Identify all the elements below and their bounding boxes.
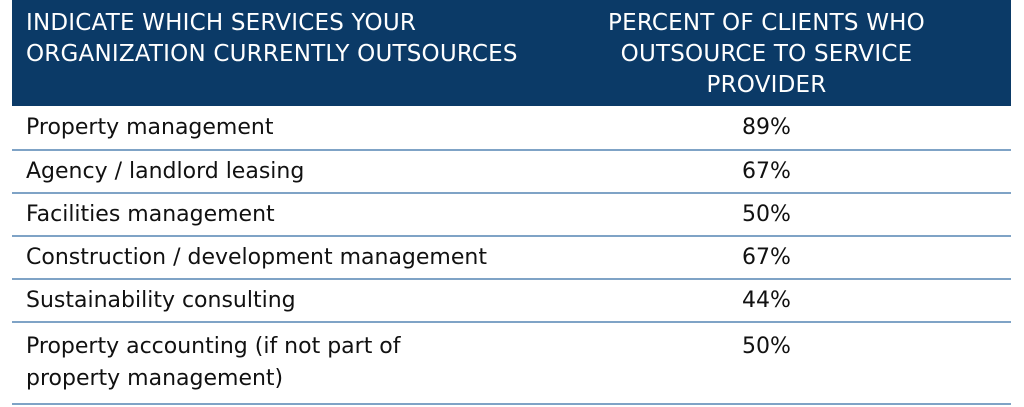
table-row: Construction / development management 67… [12, 237, 1011, 280]
percent-value: 50% [742, 202, 791, 227]
table-header: INDICATE WHICH SERVICES YOUR ORGANIZATIO… [12, 0, 1011, 106]
percent-value: 44% [742, 288, 791, 313]
table-row: Agency / landlord leasing 67% [12, 151, 1011, 194]
services-table: INDICATE WHICH SERVICES YOUR ORGANIZATIO… [12, 0, 1011, 405]
service-label: Property management [26, 115, 274, 140]
header-percent-column: PERCENT OF CLIENTS WHO OUTSOURCE TO SERV… [608, 10, 925, 98]
table-row: Property accounting (if not part of prop… [12, 323, 1011, 405]
service-label: Agency / landlord leasing [26, 159, 305, 184]
service-label: Property accounting (if not part of prop… [26, 334, 401, 391]
percent-value: 67% [742, 159, 791, 184]
service-label: Sustainability consulting [26, 288, 296, 313]
service-label: Construction / development management [26, 245, 487, 270]
table-row: Facilities management 50% [12, 194, 1011, 237]
service-label: Facilities management [26, 202, 275, 227]
table-row: Property management 89% [12, 106, 1011, 151]
percent-value: 67% [742, 245, 791, 270]
percent-value: 89% [742, 115, 791, 140]
table-row: Sustainability consulting 44% [12, 280, 1011, 323]
header-services-column: INDICATE WHICH SERVICES YOUR ORGANIZATIO… [26, 10, 518, 67]
percent-value: 50% [742, 334, 791, 359]
